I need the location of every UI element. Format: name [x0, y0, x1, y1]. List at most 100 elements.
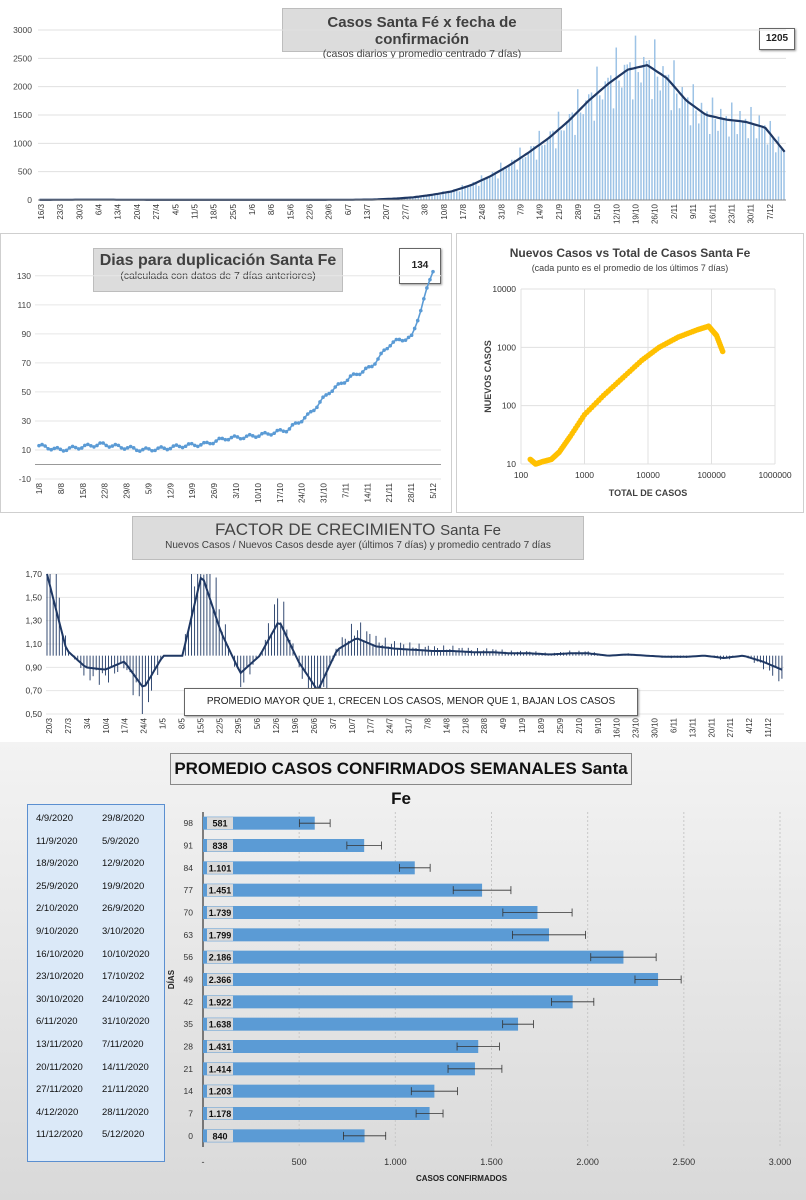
p1-bar	[431, 195, 433, 200]
p1-bar	[579, 112, 582, 200]
p4-x-tick: 19/6	[291, 717, 300, 733]
p1-bar	[607, 77, 609, 200]
p2-y-tick: -10	[19, 474, 32, 484]
p5-value-label: 840	[212, 1131, 227, 1141]
p4-y-tick: 0,70	[25, 686, 42, 696]
panel-factor-crecimiento: FACTOR DE CRECIMIENTO Santa Fe Nuevos Ca…	[0, 514, 806, 740]
p1-bar	[626, 64, 629, 201]
week-start-date: 21/11/2020	[102, 1084, 149, 1096]
p2-x-tick: 14/11	[363, 482, 372, 502]
week-start-date: 28/11/2020	[102, 1106, 149, 1118]
p5-day-tick: 14	[184, 1086, 194, 1096]
p4-title-suffix: Santa Fe	[440, 522, 501, 539]
p1-x-tick: 23/3	[56, 203, 65, 219]
p1-bar	[601, 99, 604, 200]
week-end-date: 4/12/2020	[36, 1106, 79, 1118]
p5-day-tick: 77	[184, 885, 194, 895]
p1-bar	[596, 66, 598, 200]
p4-y-tick: 0,90	[25, 662, 42, 672]
p5-chart: - 500 1.000 1.500 2.000 2.500 3.000 CASOS CONFI…	[167, 812, 791, 1183]
p1-bar	[720, 108, 722, 200]
p1-x-tick: 15/6	[286, 203, 295, 219]
p1-bar	[654, 39, 656, 200]
p1-x-tick: 20/4	[133, 203, 142, 219]
p5-day-tick: 56	[184, 952, 194, 962]
p4-x-tick: 24/4	[140, 717, 149, 733]
p1-bar	[461, 184, 464, 200]
p4-chart: 0,50 0,70 0,90 1,10 1,30 1,50 1,70 20/3 27/3 3/4 1…	[25, 569, 784, 738]
p1-bar	[483, 179, 486, 200]
p1-x-tick: 26/10	[651, 203, 660, 224]
p1-y-tick: 1500	[13, 110, 32, 120]
p5-value-label: 1.203	[209, 1087, 232, 1097]
p1-bar	[450, 191, 453, 200]
p1-y-tick: 1000	[13, 138, 32, 148]
week-end-date: 23/10/2020	[36, 971, 84, 983]
p1-bar	[535, 159, 538, 200]
p1-bar	[544, 144, 546, 200]
p2-title-box: Dias para duplicación Santa Fe (calculad…	[93, 248, 343, 292]
p1-x-tick: 11/5	[190, 203, 199, 219]
p1-bar	[458, 191, 461, 200]
p5-value-bg	[207, 906, 233, 919]
p1-bar	[604, 81, 607, 200]
p1-bar	[722, 119, 725, 200]
p4-x-tick: 31/7	[405, 717, 414, 733]
p1-bar	[772, 138, 774, 200]
p5-title: PROMEDIO CASOS CONFIRMADOS SEMANALES San…	[170, 753, 632, 808]
week-start-date: 17/10/202	[102, 971, 145, 983]
p1-bar	[478, 185, 480, 200]
p1-bar	[409, 197, 411, 200]
p3-y-tick: 100	[502, 401, 516, 411]
p4-x-tick: 23/10	[632, 717, 641, 738]
p1-bar	[739, 110, 741, 200]
p3-y-tick: 10000	[492, 284, 516, 294]
p5-bar	[203, 1129, 365, 1143]
week-start-date: 10/10/2020	[102, 948, 150, 960]
p1-bar	[574, 134, 576, 200]
p5-bar	[203, 1084, 435, 1098]
p5-day-tick: 42	[184, 997, 194, 1007]
p3-x-tick: 100	[514, 470, 528, 480]
week-end-date: 25/9/2020	[36, 880, 79, 892]
p1-x-tick: 3/8	[421, 203, 430, 215]
p4-x-tick: 28/8	[480, 717, 489, 733]
week-start-date: 12/9/2020	[102, 858, 145, 870]
p2-x-tick: 15/8	[79, 482, 88, 498]
p2-x-tick: 19/9	[188, 482, 197, 498]
p5-value-bg	[207, 973, 233, 986]
week-start-date: 14/11/2020	[102, 1061, 149, 1073]
p1-bar	[552, 130, 554, 200]
p2-chart: -10 10 30 50 70 90 110 130 1/8 8/8 15/8 22/8 29/8 5/9…	[17, 269, 441, 503]
p2-x-tick: 28/11	[407, 482, 416, 502]
p5-value-bg	[207, 861, 233, 874]
p1-x-tick: 16/3	[37, 203, 46, 219]
p1-bar	[566, 121, 568, 200]
p4-title-box: FACTOR DE CRECIMIENTO Santa Fe Nuevos Ca…	[132, 516, 584, 560]
p1-bar	[621, 87, 623, 200]
p5-bar	[203, 883, 483, 897]
p1-avg-line	[39, 64, 786, 201]
p4-title: FACTOR DE CRECIMIENTO	[214, 520, 436, 539]
p1-bar	[709, 133, 711, 200]
p1-x-tick: 13/4	[114, 203, 123, 219]
p4-y-tick: 1,10	[25, 639, 42, 649]
p1-bar	[453, 189, 455, 200]
p4-subtitle: Nuevos Casos / Nuevos Casos desde ayer (…	[165, 540, 551, 551]
p1-bar	[753, 125, 755, 200]
p4-x-tick: 29/5	[234, 717, 243, 733]
p1-bar	[445, 192, 447, 200]
p2-callout: 134	[399, 248, 441, 284]
week-start-date: 5/12/2020	[102, 1129, 145, 1141]
p5-bar	[203, 861, 415, 875]
p5-value-bg	[207, 995, 233, 1008]
p1-bar	[599, 95, 601, 200]
p4-avg-line	[46, 573, 783, 693]
p4-x-tick: 7/8	[423, 717, 432, 729]
p1-bar	[676, 93, 678, 200]
p5-x-tick: 1.000	[384, 1157, 407, 1167]
p2-line	[38, 271, 434, 452]
p1-bar	[486, 178, 488, 200]
p1-x-tick: 31/8	[497, 203, 506, 219]
p1-bar	[524, 157, 527, 200]
